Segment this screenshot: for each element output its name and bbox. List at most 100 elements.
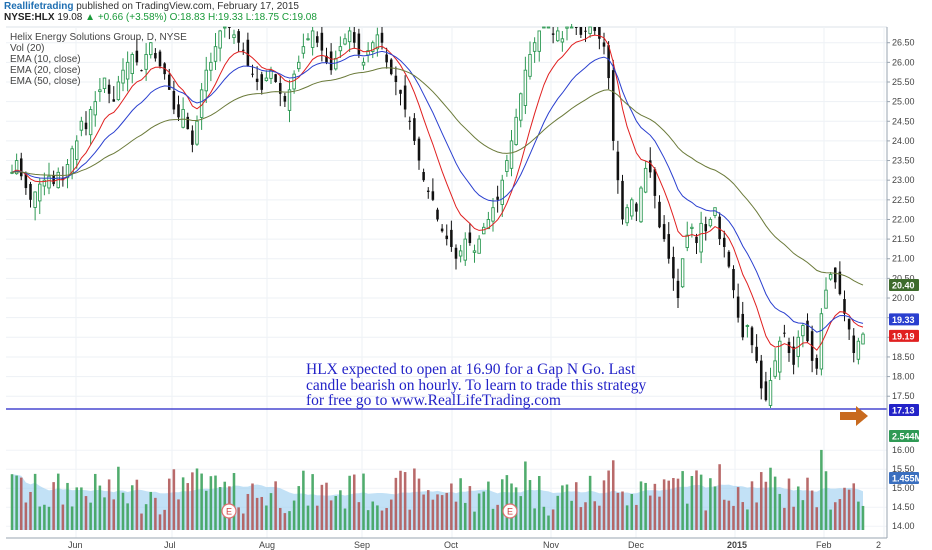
candle-body — [537, 30, 541, 52]
symbol[interactable]: NYSE:HLX — [4, 12, 55, 23]
volume-bar — [676, 478, 680, 530]
candle-body — [84, 122, 88, 130]
candle-body — [65, 164, 70, 179]
volume-bar — [103, 497, 106, 530]
volume-bar — [426, 490, 430, 530]
volume-bar — [750, 481, 754, 530]
price-tick-label: 25.00 — [892, 97, 915, 107]
volume-bar — [343, 508, 347, 530]
volume-bar — [496, 504, 499, 530]
price-tick-label: 24.00 — [892, 136, 915, 146]
volume-bar — [709, 478, 712, 530]
volume-bar — [380, 510, 384, 530]
volume-bar — [140, 513, 143, 530]
publisher-link[interactable]: Reallifetrading — [4, 1, 74, 12]
volume-bar — [468, 486, 472, 530]
volume-bar — [556, 495, 560, 530]
candle-body — [546, 26, 551, 29]
volume-bar — [695, 470, 698, 530]
candle-body — [38, 183, 42, 202]
candle-body — [630, 199, 634, 217]
candle-body — [764, 381, 768, 401]
candle-body — [519, 93, 523, 121]
volume-bar — [52, 482, 55, 530]
candle-body — [371, 42, 375, 52]
volume-bar — [621, 491, 624, 530]
price-tick-label: 17.50 — [892, 391, 915, 401]
legend-vol[interactable]: Vol (20) — [10, 43, 45, 54]
volume-bar — [769, 467, 772, 530]
volume-bar — [278, 507, 282, 530]
volume-bar — [473, 511, 476, 530]
volume-bar — [311, 474, 314, 530]
candle-body — [445, 235, 449, 240]
candle-body — [856, 340, 861, 360]
candle-body — [29, 183, 32, 200]
volume-bar — [833, 502, 837, 530]
candle-body — [130, 54, 134, 75]
price-tick-label: 18.50 — [892, 352, 915, 362]
candle-body — [509, 140, 514, 169]
candle-body — [838, 271, 842, 295]
candle-body — [167, 74, 171, 90]
candle-body — [602, 42, 606, 47]
volume-bar — [857, 501, 860, 530]
candle-body — [186, 116, 190, 130]
candle-body — [695, 236, 698, 244]
candle-body — [588, 26, 592, 35]
volume-bar — [209, 476, 213, 530]
candle-body — [847, 318, 851, 330]
candle-body — [699, 222, 703, 253]
volume-bar — [820, 449, 823, 530]
candles — [10, 23, 865, 408]
candle-body — [237, 31, 240, 43]
candle-body — [843, 299, 846, 314]
candle-body — [181, 109, 185, 128]
volume-average-tag-box — [889, 472, 919, 484]
volume-bar — [658, 496, 661, 530]
candle-body — [380, 32, 384, 43]
volume-bar — [422, 494, 425, 530]
volume-bar — [181, 477, 185, 530]
volume-bar — [635, 504, 638, 530]
volume-bar — [588, 475, 592, 530]
volume-bar — [84, 496, 88, 530]
price-tick-label: 23.00 — [892, 175, 915, 185]
volume-bar — [667, 480, 671, 530]
volume-bar — [542, 506, 546, 530]
volume-bar — [43, 504, 46, 530]
candle-body — [584, 30, 587, 32]
volume-bar — [126, 503, 129, 530]
candle-body — [556, 30, 560, 42]
volume-tick-label: 14.00 — [892, 521, 915, 531]
legend-title[interactable]: Helix Energy Solutions Group, D, NYSE — [10, 32, 187, 43]
volume-bar — [778, 493, 782, 530]
price-tick-label: 22.00 — [892, 214, 915, 224]
candle-body — [732, 269, 735, 291]
volume-bar — [66, 482, 69, 530]
volume-bar — [357, 502, 361, 530]
price-tick-label: 18.00 — [892, 372, 915, 382]
volume-bar — [477, 493, 481, 530]
volume-bar — [824, 471, 828, 530]
candle-body — [672, 256, 675, 279]
volume-bar — [93, 473, 97, 530]
candle-body — [47, 175, 51, 189]
volume-bar — [528, 480, 532, 530]
candle-body — [741, 313, 745, 338]
legend-ema50[interactable]: EMA (50, close) — [10, 76, 81, 87]
volume-bar — [487, 481, 490, 530]
volume-tick-label: 15.50 — [892, 464, 915, 474]
volume-bar — [376, 505, 379, 530]
volume-bar — [801, 500, 805, 530]
candle-body — [278, 83, 282, 94]
ema20-tag-text: 19.33 — [892, 315, 915, 325]
volume-bar — [852, 483, 856, 530]
legend-ema10[interactable]: EMA (10, close) — [10, 54, 81, 65]
volume-bar — [519, 496, 523, 530]
candle-body — [482, 226, 486, 235]
candle-body — [140, 70, 143, 72]
volume-bar — [403, 472, 407, 530]
legend-ema20[interactable]: EMA (20, close) — [10, 65, 81, 76]
